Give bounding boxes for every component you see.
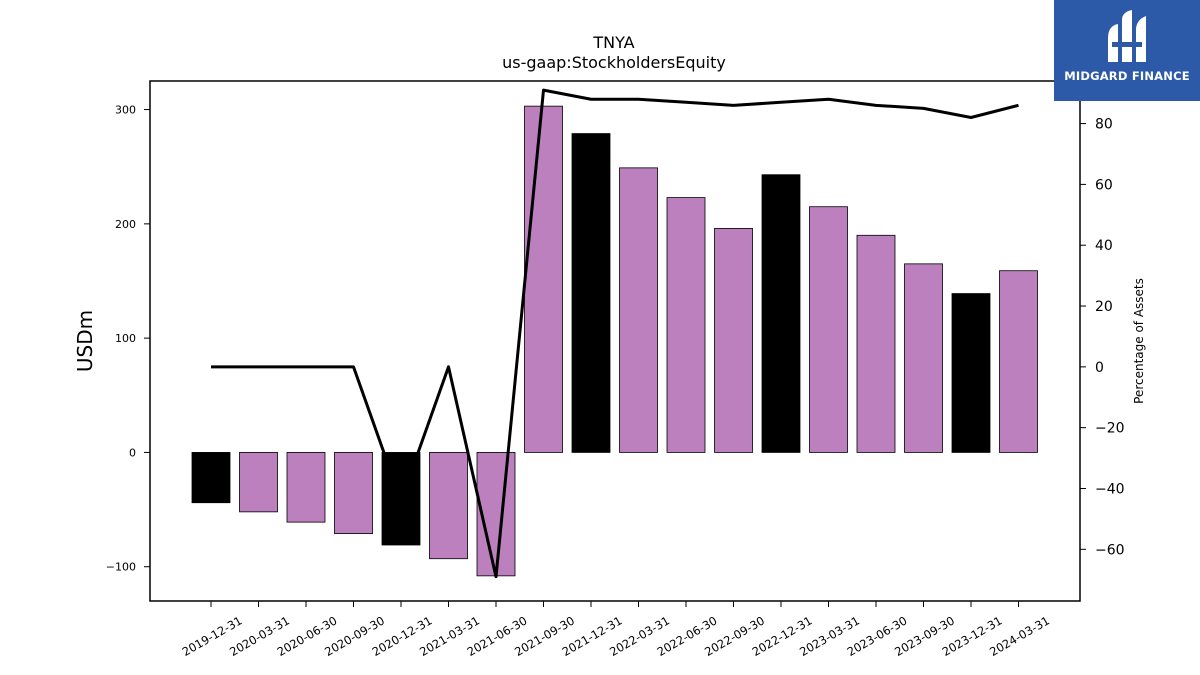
bar-2021-09-30 [524,105,563,453]
chart-title: TNYA [592,33,634,52]
y-axis-right: −60 −40 −20 0 20 40 60 80 [1080,117,1125,558]
y2-tick-label: −20 [1095,421,1125,437]
bar-2023-03-31 [809,206,848,453]
brand-logo: MIDGARD FINANCE [1054,0,1200,101]
y-tick-label: −100 [106,561,136,574]
bar-2022-06-30 [666,197,706,453]
y2-tick-label: 60 [1095,177,1113,193]
y2-tick-label: −60 [1095,542,1125,558]
plot-frame [149,80,1081,602]
bar-2019-12-31 [191,452,231,504]
y2-axis-label: Percentage of Assets [1132,278,1146,404]
midgard-logo-icon [1108,10,1146,62]
bar-2023-12-31 [951,293,991,453]
bar-2021-12-31 [571,133,611,453]
y2-tick-label: 80 [1095,117,1113,133]
y-axis-left: −100 0 100 200 300 [106,104,150,574]
x-axis: 2019-12-312020-03-312020-06-302020-09-30… [180,601,1052,659]
brand-name: MIDGARD FINANCE [1064,69,1190,83]
y2-tick-label: 40 [1095,238,1113,254]
line-layer [211,88,1019,579]
y2-tick-label: −40 [1095,481,1125,497]
y-tick-label: 100 [115,332,136,345]
percentage-line [211,88,1019,579]
bar-2022-12-31 [761,174,801,453]
y2-tick-label: 20 [1095,299,1113,315]
bar-2020-09-30 [334,452,373,534]
bar-2020-03-31 [239,452,278,513]
bar-2022-09-30 [714,228,753,453]
bar-2024-03-31 [999,270,1038,453]
bar-2022-03-31 [619,167,658,453]
y-tick-label: 0 [129,446,136,459]
bar-2023-06-30 [856,234,896,453]
bar-2023-09-30 [904,263,943,453]
bar-2021-03-31 [429,452,468,560]
y-axis-label: USDm [73,310,97,372]
bar-2020-06-30 [286,452,326,523]
y2-tick-label: 0 [1095,360,1104,376]
bars-layer [191,105,1038,577]
chart-subtitle: us-gaap:StockholdersEquity [502,53,726,72]
y-tick-label: 300 [115,104,136,117]
y-tick-label: 200 [115,218,136,231]
chart-title-group: TNYA us-gaap:StockholdersEquity [502,33,726,72]
